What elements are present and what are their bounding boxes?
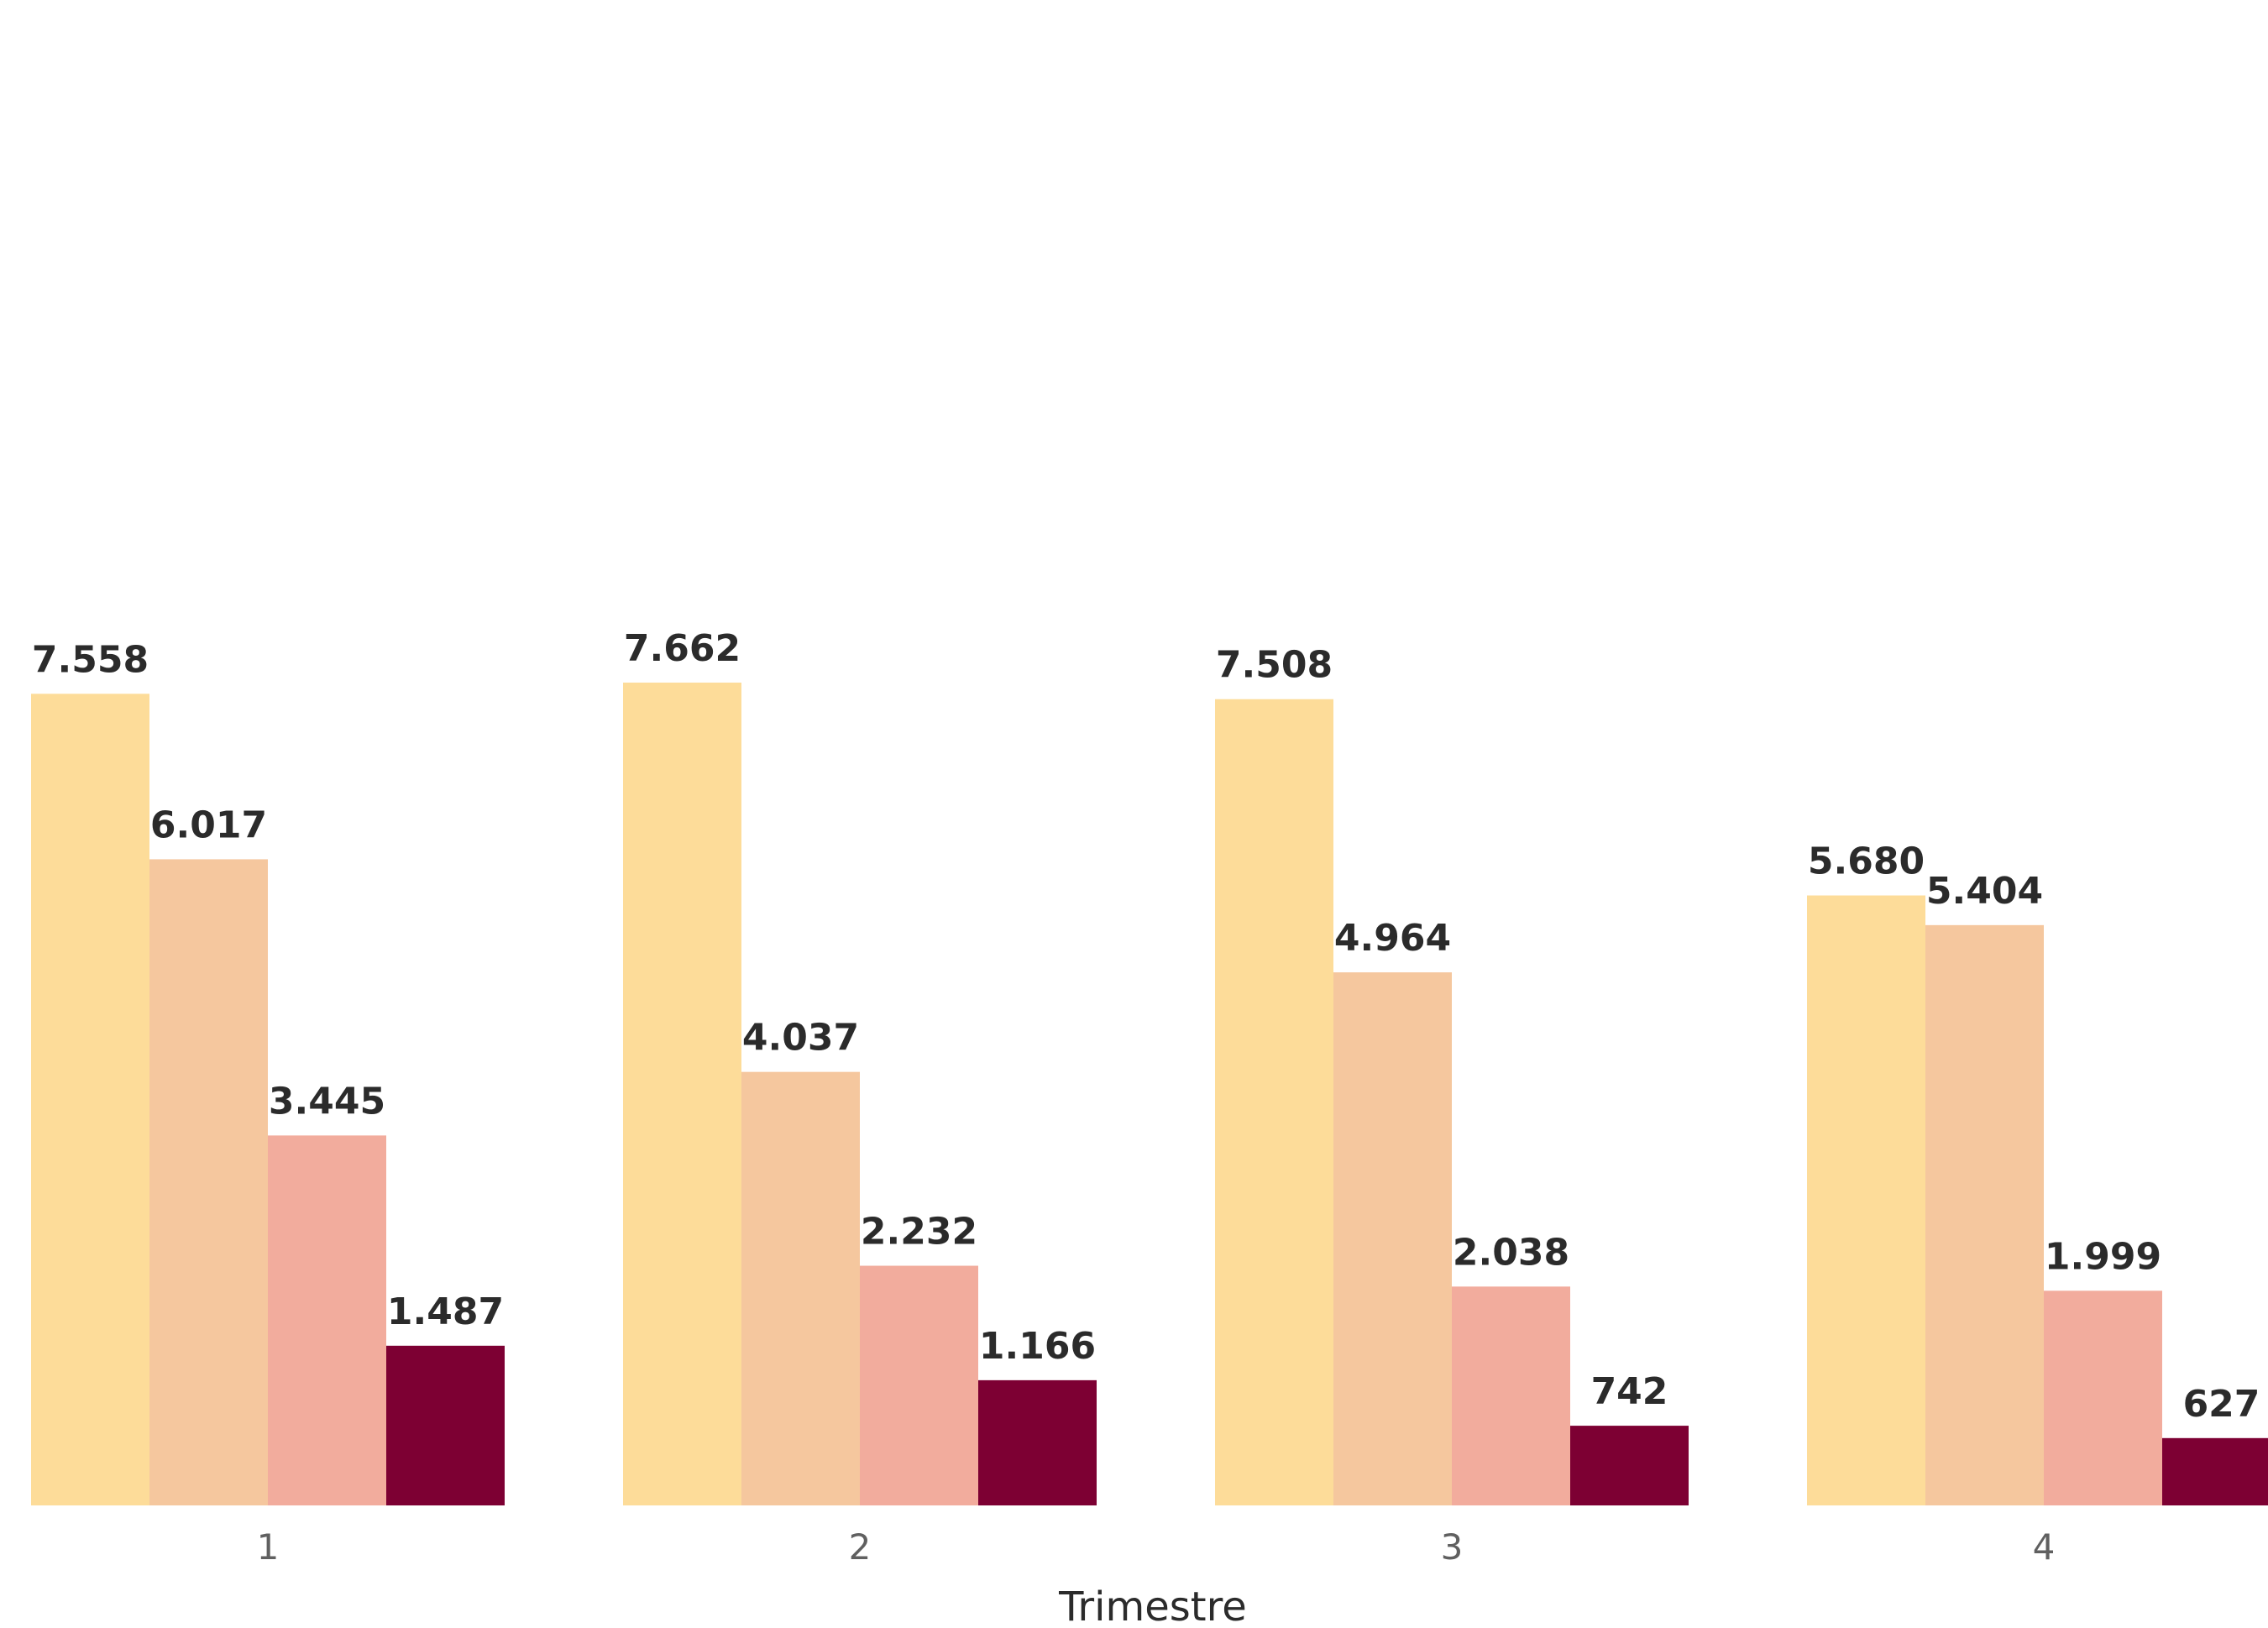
- data-label-q4-s2: 5.404: [1926, 870, 2043, 913]
- data-label-q4-s1: 5.680: [1808, 840, 1925, 883]
- x-tick-label-1: 1: [257, 1526, 280, 1568]
- bar-q1-s3: [268, 1135, 386, 1505]
- bar-q2-s4: [978, 1379, 1097, 1505]
- bar-q3-s3: [1452, 1286, 1570, 1505]
- bar-q2-s2: [741, 1071, 860, 1505]
- bar-q3-s4: [1570, 1426, 1689, 1505]
- data-label-q2-s4: 1.166: [979, 1325, 1096, 1368]
- bar-q4-s3: [2044, 1290, 2162, 1505]
- x-tick-label-2: 2: [849, 1526, 872, 1568]
- bar-q3-s1: [1215, 699, 1333, 1505]
- data-label-q2-s2: 4.037: [742, 1017, 859, 1060]
- bar-q2-s3: [860, 1265, 978, 1505]
- bar-q4-s1: [1807, 895, 1925, 1505]
- bars-layer: [31, 683, 2268, 1505]
- x-tick-label-3: 3: [1441, 1526, 1464, 1568]
- data-label-q1-s2: 6.017: [150, 804, 267, 846]
- bar-q1-s4: [386, 1345, 505, 1505]
- data-label-q4-s4: 627: [2183, 1383, 2260, 1426]
- data-label-q3-s3: 2.038: [1453, 1231, 1569, 1274]
- bar-q1-s1: [31, 694, 149, 1505]
- data-label-q1-s1: 7.558: [32, 638, 149, 681]
- data-label-q2-s1: 7.662: [624, 627, 741, 670]
- data-label-q2-s3: 2.232: [861, 1211, 977, 1254]
- data-label-q3-s1: 7.508: [1216, 644, 1333, 687]
- bar-q2-s1: [623, 683, 741, 1505]
- bar-q1-s2: [149, 859, 268, 1505]
- x-axis-title: Trimestre: [1058, 1584, 1247, 1628]
- data-label-q1-s3: 3.445: [269, 1080, 385, 1123]
- data-label-q3-s4: 742: [1591, 1370, 1668, 1413]
- x-tick-labels: 1 2 3 4: [257, 1526, 2056, 1568]
- data-labels-layer: 7.558 6.017 3.445 1.487 7.662 4.037 2.232 1.166…: [32, 627, 2260, 1426]
- bar-q3-s2: [1333, 972, 1452, 1505]
- data-label-q1-s4: 1.487: [387, 1290, 504, 1333]
- bar-q4-s2: [1925, 924, 2044, 1505]
- x-tick-label-4: 4: [2033, 1526, 2056, 1568]
- bar-q4-s4: [2162, 1437, 2268, 1505]
- data-label-q3-s2: 4.964: [1334, 917, 1451, 960]
- data-label-q4-s3: 1.999: [2045, 1235, 2161, 1278]
